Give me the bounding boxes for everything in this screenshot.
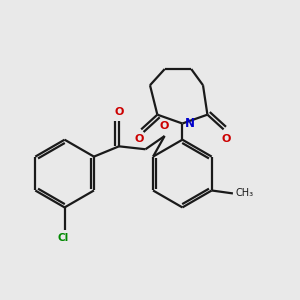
Text: O: O bbox=[134, 134, 143, 144]
Text: O: O bbox=[160, 121, 169, 131]
Text: N: N bbox=[185, 117, 195, 130]
Text: CH₃: CH₃ bbox=[235, 188, 254, 198]
Text: O: O bbox=[114, 107, 124, 117]
Text: Cl: Cl bbox=[58, 233, 69, 243]
Text: O: O bbox=[221, 134, 231, 144]
